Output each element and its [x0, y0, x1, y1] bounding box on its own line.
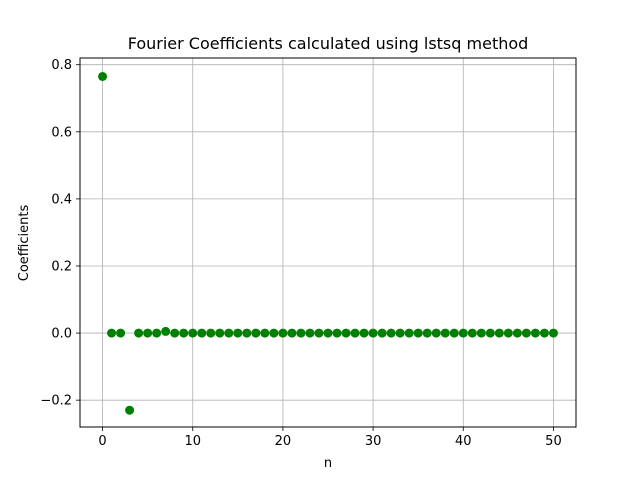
- data-point: [377, 328, 387, 338]
- data-point: [530, 328, 540, 338]
- x-axis-label: n: [324, 456, 332, 471]
- data-point: [152, 328, 162, 338]
- y-tick-label: 0.8: [51, 58, 72, 73]
- data-point: [107, 328, 117, 338]
- data-point: [368, 328, 378, 338]
- data-point: [494, 328, 504, 338]
- data-point: [386, 328, 396, 338]
- data-point: [476, 328, 486, 338]
- data-point: [224, 328, 234, 338]
- data-point: [359, 328, 369, 338]
- y-axis-label: Coefficients: [17, 205, 32, 282]
- data-point: [206, 328, 216, 338]
- data-point: [449, 328, 459, 338]
- data-point: [161, 326, 171, 336]
- y-tick-label: 0.4: [51, 192, 72, 207]
- data-point: [467, 328, 477, 338]
- data-point: [287, 328, 297, 338]
- chart-title: Fourier Coefficients calculated using ls…: [128, 34, 529, 53]
- data-point: [422, 328, 432, 338]
- data-point: [188, 328, 198, 338]
- data-point: [539, 328, 549, 338]
- data-point: [458, 328, 468, 338]
- x-tick-label: 50: [545, 434, 562, 449]
- data-point: [305, 328, 315, 338]
- data-point: [269, 328, 279, 338]
- data-point: [170, 328, 180, 338]
- data-point: [233, 328, 243, 338]
- data-points: [98, 71, 558, 415]
- x-tick-label: 10: [184, 434, 201, 449]
- data-point: [485, 328, 495, 338]
- plot-frame: [79, 57, 577, 428]
- data-point: [314, 328, 324, 338]
- data-point: [332, 328, 342, 338]
- y-tick-label: 0.6: [51, 125, 72, 140]
- data-point: [251, 328, 261, 338]
- data-point: [134, 328, 144, 338]
- grid: [80, 58, 576, 427]
- data-point: [98, 71, 108, 81]
- data-point: [350, 328, 360, 338]
- data-point: [521, 328, 531, 338]
- data-point: [431, 328, 441, 338]
- x-tick-label: 0: [98, 434, 106, 449]
- ticks: 0 10 20 30 40 50 −0.2 0.0 0.2 0.4 0.6 0.8: [40, 58, 561, 449]
- data-point: [278, 328, 288, 338]
- y-tick-label: −0.2: [40, 394, 72, 409]
- y-tick-label: 0.0: [51, 327, 72, 342]
- data-point: [179, 328, 189, 338]
- data-point: [215, 328, 225, 338]
- data-point: [116, 328, 126, 338]
- x-tick-label: 20: [275, 434, 292, 449]
- data-point: [548, 328, 558, 338]
- data-point: [440, 328, 450, 338]
- data-point: [404, 328, 414, 338]
- data-point: [125, 405, 135, 415]
- data-point: [413, 328, 423, 338]
- x-tick-label: 40: [455, 434, 472, 449]
- data-point: [341, 328, 351, 338]
- data-point: [512, 328, 522, 338]
- data-point: [260, 328, 270, 338]
- y-tick-label: 0.2: [51, 259, 72, 274]
- data-point: [503, 328, 513, 338]
- x-tick-label: 30: [365, 434, 382, 449]
- data-point: [242, 328, 252, 338]
- data-point: [197, 328, 207, 338]
- data-point: [323, 328, 333, 338]
- data-point: [143, 328, 153, 338]
- data-point: [296, 328, 306, 338]
- data-point: [395, 328, 405, 338]
